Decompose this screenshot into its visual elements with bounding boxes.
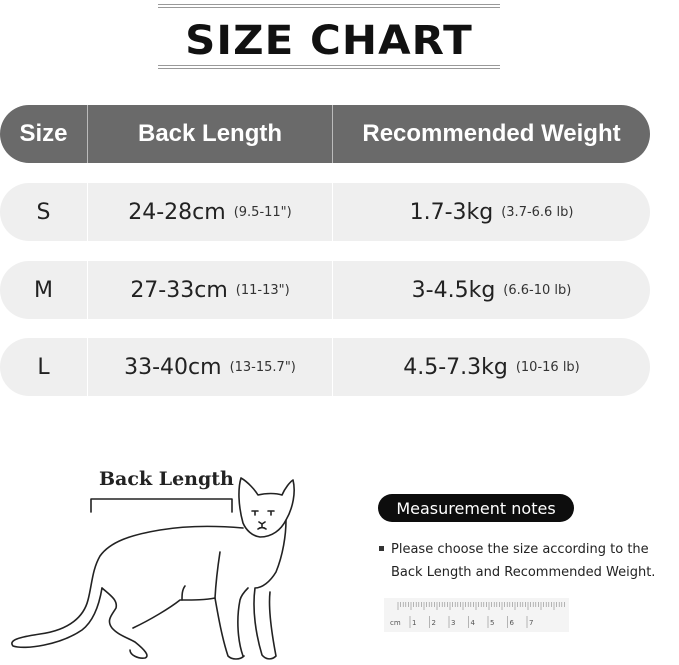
title-top-rule (158, 4, 500, 5)
measurement-notes-badge: Measurement notes (378, 494, 574, 522)
ruler-unit: cm (390, 619, 401, 627)
size-cell: S (36, 199, 51, 225)
back-length-cm: 24-28cm (128, 199, 226, 225)
header-size: Size (19, 120, 68, 147)
weight-lb: (6.6-10 lb) (503, 282, 572, 298)
back-length-cm: 27-33cm (130, 277, 228, 303)
page-title: SIZE CHART (185, 18, 473, 64)
title-bottom-rule-2 (158, 68, 500, 69)
title-block: SIZE CHART (158, 4, 500, 70)
ruler-label: 7 (529, 619, 533, 627)
weight-kg: 4.5-7.3kg (403, 354, 508, 380)
divider (87, 338, 88, 396)
note-item: Please choose the size according to the … (391, 542, 656, 580)
divider (87, 105, 88, 163)
weight-kg: 3-4.5kg (411, 277, 496, 303)
bullet-icon (379, 546, 384, 551)
divider (332, 261, 333, 319)
ruler-icon: cm 1 2 3 4 5 6 7 (384, 598, 569, 632)
header-weight: Recommended Weight (362, 120, 621, 147)
table-row-l: L 33-40cm (13-15.7") 4.5-7.3kg (10-16 lb) (0, 338, 650, 396)
back-length-cm: 33-40cm (124, 354, 222, 380)
size-cell: M (34, 277, 53, 303)
weight-cell: 1.7-3kg (3.7-6.6 lb) (333, 183, 650, 241)
ruler-label: 6 (510, 619, 515, 627)
back-length-in: (13-15.7") (229, 359, 296, 375)
weight-lb: (10-16 lb) (515, 359, 580, 375)
divider (332, 338, 333, 396)
back-length-bracket (90, 498, 233, 513)
weight-cell: 4.5-7.3kg (10-16 lb) (333, 338, 650, 396)
ruler-label: 4 (471, 619, 476, 627)
weight-cell: 3-4.5kg (6.6-10 lb) (333, 261, 650, 319)
divider (332, 183, 333, 241)
divider (87, 183, 88, 241)
back-length-cell: 33-40cm (13-15.7") (88, 338, 332, 396)
back-length-cell: 27-33cm (11-13") (88, 261, 332, 319)
divider (87, 261, 88, 319)
title-bottom-rule (158, 65, 500, 66)
back-length-in: (11-13") (235, 282, 290, 298)
divider (332, 105, 333, 163)
weight-lb: (3.7-6.6 lb) (501, 204, 574, 220)
ruler-label: 2 (432, 619, 436, 627)
back-length-cell: 24-28cm (9.5-11") (88, 183, 332, 241)
back-length-label: Back Length (99, 468, 234, 490)
header-back-length: Back Length (137, 120, 283, 147)
back-length-in: (9.5-11") (233, 204, 292, 220)
size-cell: L (37, 354, 50, 380)
cat-outline-icon (11, 477, 295, 660)
title-top-rule-2 (158, 7, 500, 8)
weight-kg: 1.7-3kg (409, 199, 494, 225)
ruler-label: 3 (451, 619, 455, 627)
table-row-s: S 24-28cm (9.5-11") 1.7-3kg (3.7-6.6 lb) (0, 183, 650, 241)
table-row-m: M 27-33cm (11-13") 3-4.5kg (6.6-10 lb) (0, 261, 650, 319)
table-header: Size Back Length Recommended Weight (0, 105, 650, 163)
ruler-label: 5 (490, 619, 494, 627)
ruler-label: 1 (412, 619, 416, 627)
